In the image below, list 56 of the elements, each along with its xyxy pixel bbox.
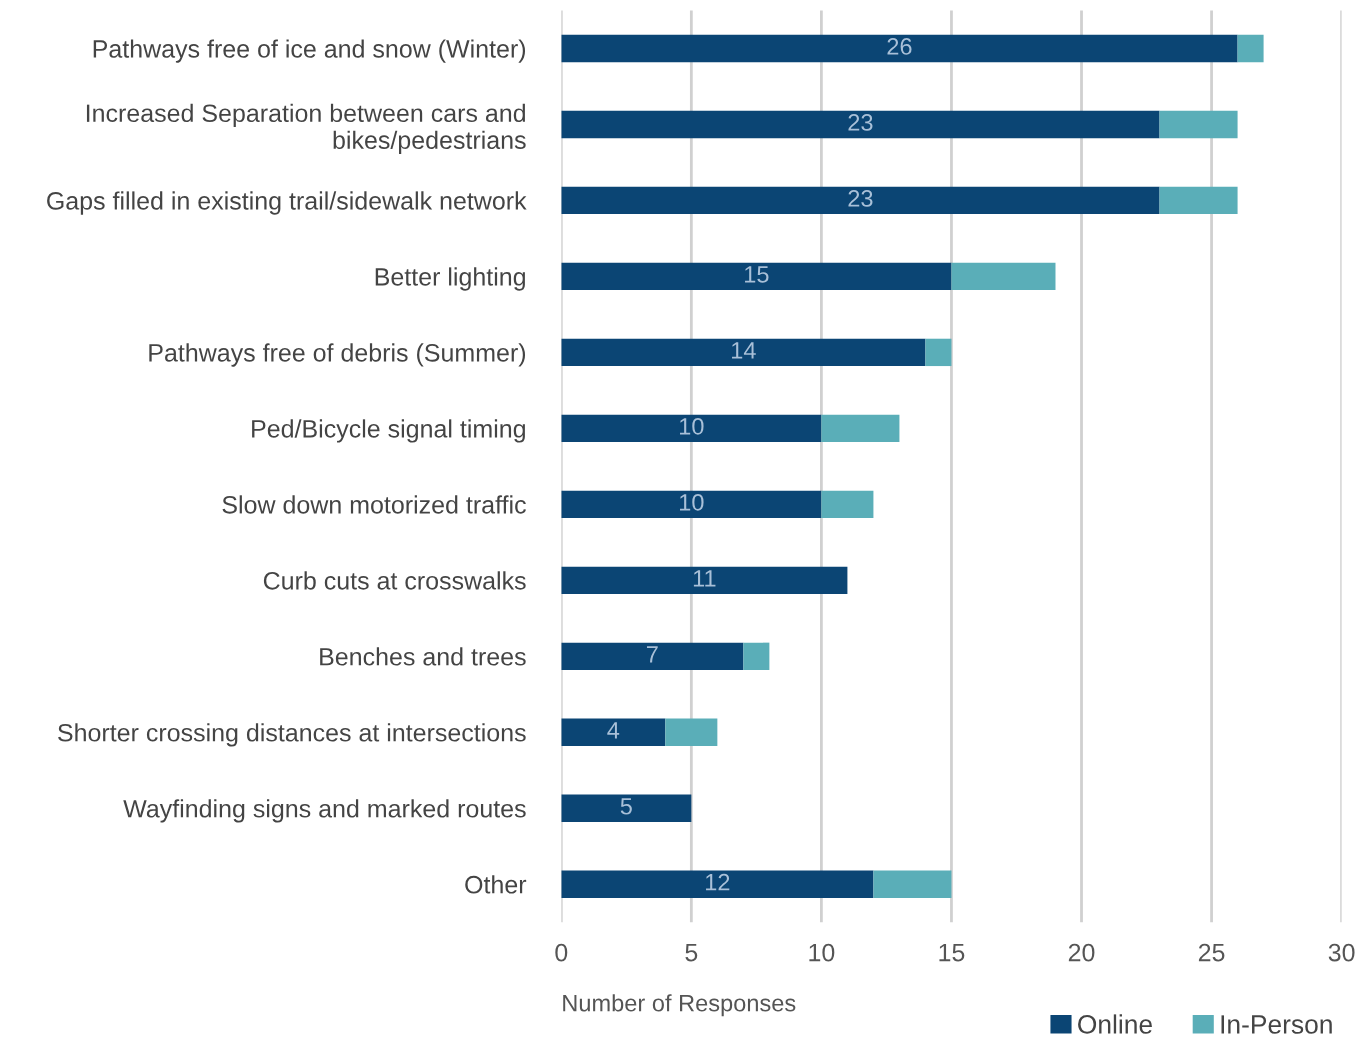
x-axis-title: Number of Responses (563, 994, 796, 1017)
y-tick-label: Gaps filled in existing trail/sidewalk network (47, 191, 527, 215)
data-label: 23 (848, 114, 873, 131)
data-label: 5 (620, 798, 632, 815)
bar (561, 566, 848, 595)
legend-label: Online (1078, 1014, 1152, 1034)
y-tick-label: Ped/Bicycle signal timing (252, 419, 525, 443)
bar (561, 262, 952, 291)
bar (561, 794, 692, 822)
bar (951, 262, 1056, 291)
bar (561, 186, 1160, 215)
bar (925, 338, 952, 367)
x-tick-label: 10 (809, 943, 835, 962)
data-label: 12 (706, 873, 730, 891)
bar (561, 34, 1238, 63)
bar (561, 490, 822, 519)
bar (821, 414, 900, 443)
bar (561, 338, 926, 367)
y-tick-label: Better lighting (375, 267, 525, 291)
y-tick-label: Wayfinding signs and marked routes (123, 799, 526, 823)
data-label: 26 (887, 38, 912, 55)
bar (561, 414, 822, 443)
y-tick-label: Pathways free of ice and snow (Winter) (93, 39, 526, 63)
bar (743, 642, 770, 670)
x-tick-label: 20 (1068, 943, 1095, 962)
y-tick-label: Curb cuts at crosswalks (263, 571, 526, 590)
legend-label: In-Person (1221, 1015, 1332, 1034)
y-tick-label: Shorter crossing distances at intersections (58, 723, 526, 747)
data-label: 23 (848, 190, 873, 207)
bar (1159, 110, 1238, 139)
y-tick-label: Increased Separation between cars and bikes/pedestrians (86, 103, 526, 154)
x-tick-label: 15 (939, 943, 965, 962)
y-tick-label: Pathways free of debris (Summer) (149, 343, 526, 367)
data-label: 11 (693, 570, 716, 587)
bar (665, 718, 718, 746)
bar (561, 110, 1160, 139)
y-tick-label: Other (465, 875, 527, 894)
bar (1159, 186, 1238, 215)
bar (1237, 34, 1264, 63)
data-label: 15 (745, 266, 769, 283)
data-label: 4 (607, 722, 620, 739)
data-label: 10 (680, 493, 704, 511)
bar (561, 870, 874, 898)
bar (821, 490, 874, 519)
bar (561, 718, 666, 746)
x-tick-label: 30 (1328, 943, 1355, 962)
bar (873, 870, 952, 898)
x-tick-label: 5 (685, 943, 698, 962)
data-label: 7 (646, 646, 658, 663)
bar (561, 642, 744, 670)
data-label: 10 (680, 417, 704, 435)
data-label: 14 (732, 342, 756, 359)
x-tick-label: 25 (1198, 943, 1225, 962)
x-tick-label: 0 (555, 943, 568, 962)
y-tick-label: Slow down motorized traffic (222, 495, 526, 514)
y-tick-label: Benches and trees (320, 647, 526, 666)
